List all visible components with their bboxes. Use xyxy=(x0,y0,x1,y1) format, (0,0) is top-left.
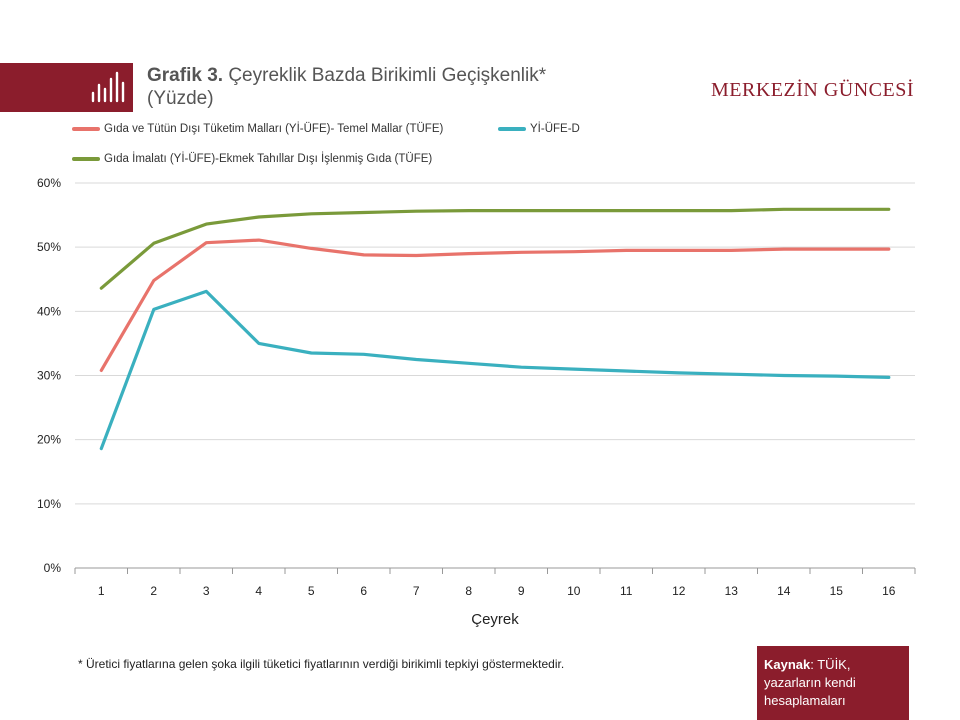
x-tick-label: 14 xyxy=(777,584,791,598)
legend-item-red: Gıda ve Tütün Dışı Tüketim Malları (Yİ-Ü… xyxy=(72,123,443,135)
x-tick-label: 2 xyxy=(150,584,157,598)
x-tick-label: 10 xyxy=(567,584,581,598)
x-tick-label: 12 xyxy=(672,584,686,598)
legend-swatch-red xyxy=(72,127,100,131)
y-tick-label: 40% xyxy=(37,304,61,318)
x-tick-label: 16 xyxy=(882,584,896,598)
legend-swatch-green xyxy=(72,157,100,161)
source-box: Kaynak: TÜİK, yazarların kendi hesaplama… xyxy=(757,646,909,720)
x-axis-label: Çeyrek xyxy=(471,611,519,628)
header-band xyxy=(0,63,133,112)
legend-item-green: Gıda İmalatı (Yİ-ÜFE)-Ekmek Tahıllar Dış… xyxy=(72,153,432,165)
footnote: * Üretici fiyatlarına gelen şoka ilgili … xyxy=(78,657,565,671)
x-tick-label: 4 xyxy=(255,584,262,598)
source-text: : TÜİK, yazarların kendi hesaplamaları xyxy=(764,657,856,708)
x-tick-label: 15 xyxy=(830,584,844,598)
title-lead: Grafik 3. xyxy=(147,65,224,86)
series-line-1 xyxy=(99,238,891,372)
y-tick-label: 30% xyxy=(37,369,61,383)
series-line-2 xyxy=(99,289,891,451)
series-line-3 xyxy=(99,207,891,290)
y-tick-label: 0% xyxy=(44,561,62,575)
x-tick-label: 6 xyxy=(360,584,367,598)
legend-label-red: Gıda ve Tütün Dışı Tüketim Malları (Yİ-Ü… xyxy=(104,123,444,135)
x-tick-label: 13 xyxy=(725,584,739,598)
x-tick-label: 8 xyxy=(465,584,472,598)
x-tick-label: 11 xyxy=(620,584,633,598)
x-tick-label: 1 xyxy=(98,584,105,598)
y-tick-label: 50% xyxy=(37,240,61,254)
bar-chart-icon xyxy=(91,71,125,103)
legend-label-teal: Yİ-ÜFE-D xyxy=(530,123,580,135)
legend-label-green: Gıda İmalatı (Yİ-ÜFE)-Ekmek Tahıllar Dış… xyxy=(104,153,433,165)
x-tick-label: 7 xyxy=(413,584,420,598)
chart-title: Grafik 3. Çeyreklik Bazda Birikimli Geçi… xyxy=(147,64,617,110)
legend-item-teal: Yİ-ÜFE-D xyxy=(498,123,580,135)
y-tick-label: 60% xyxy=(37,176,61,190)
y-tick-label: 20% xyxy=(37,433,61,447)
y-tick-label: 10% xyxy=(37,497,61,511)
x-tick-label: 3 xyxy=(203,584,210,598)
legend-swatch-teal xyxy=(498,127,526,131)
x-tick-label: 5 xyxy=(308,584,315,598)
x-tick-label: 9 xyxy=(518,584,525,598)
brand-name: MERKEZİN GÜNCESİ xyxy=(711,79,914,101)
source-label: Kaynak xyxy=(764,657,811,672)
title-text: Çeyreklik Bazda Birikimli Geçişkenlik* (… xyxy=(147,65,547,109)
